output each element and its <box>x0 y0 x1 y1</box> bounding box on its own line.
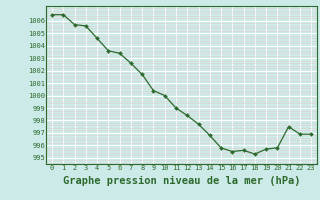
X-axis label: Graphe pression niveau de la mer (hPa): Graphe pression niveau de la mer (hPa) <box>63 176 300 186</box>
